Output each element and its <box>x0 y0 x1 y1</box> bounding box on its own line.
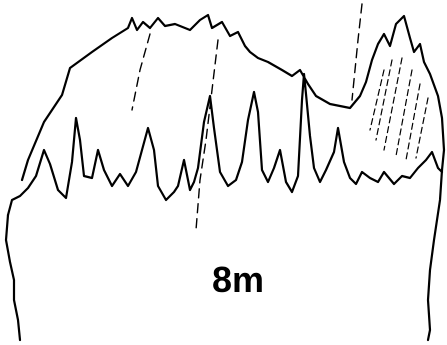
fracture-line-center <box>195 39 219 231</box>
scale-label: 8m <box>212 259 265 300</box>
hatch-line <box>383 57 403 151</box>
left-cliff-face <box>4 213 22 342</box>
fracture-line-left <box>131 33 151 111</box>
hatch-line <box>405 83 421 161</box>
hatch-line <box>375 59 393 141</box>
jagged-lower-edge <box>6 72 444 217</box>
hatch-line <box>395 69 413 157</box>
fracture-line-right <box>351 3 363 101</box>
cliff-top-outline <box>20 13 446 182</box>
hatch-line <box>415 97 429 159</box>
right-cliff-face <box>426 168 444 342</box>
hatch-line <box>369 69 385 131</box>
